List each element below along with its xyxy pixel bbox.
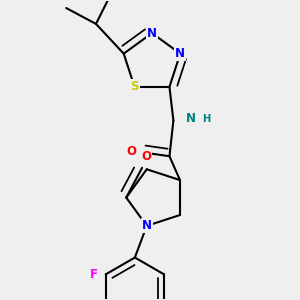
Text: F: F xyxy=(90,268,98,281)
Text: O: O xyxy=(141,150,151,163)
Text: N: N xyxy=(175,47,185,60)
Text: O: O xyxy=(127,145,137,158)
Text: N: N xyxy=(147,27,157,40)
Text: N: N xyxy=(142,219,152,232)
Text: N: N xyxy=(186,112,196,125)
Text: S: S xyxy=(130,80,139,93)
Text: H: H xyxy=(202,114,211,124)
